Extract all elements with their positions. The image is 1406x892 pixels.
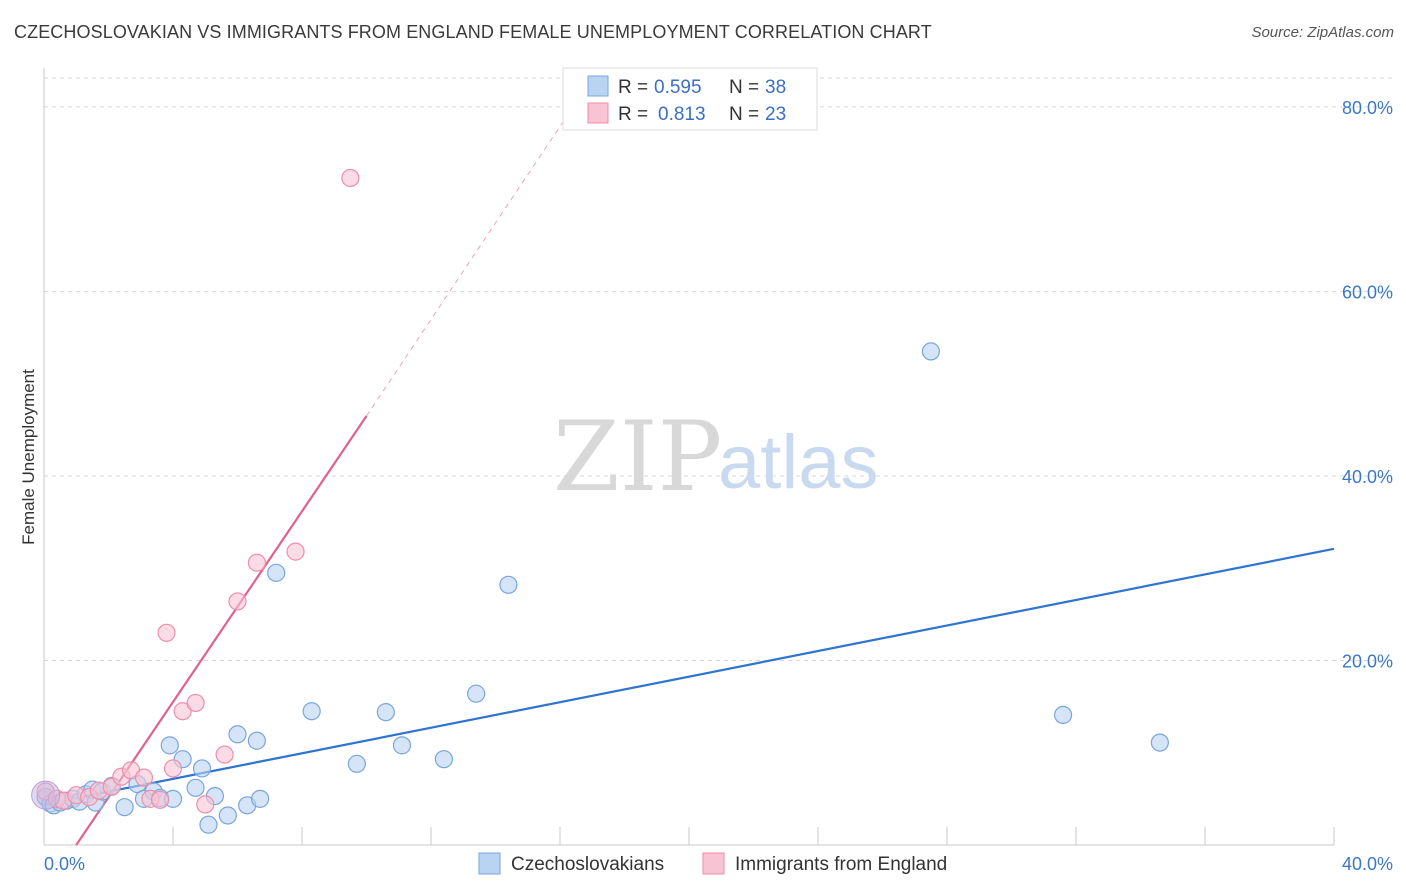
point-immigrants-england	[173, 702, 192, 721]
legend-swatch-pink	[587, 102, 609, 124]
point-czechoslovakians	[218, 806, 237, 825]
watermark: ZIP atlas	[553, 401, 879, 513]
legend-n-label-1: N =	[729, 77, 759, 98]
legend-n-value-2: 23	[765, 104, 786, 125]
axes	[43, 68, 1334, 846]
point-czechoslovakians	[267, 563, 286, 582]
point-immigrants-england	[186, 693, 205, 713]
point-immigrants-england	[151, 790, 170, 809]
legend-bottom-label-2: Immigrants from England	[735, 854, 947, 875]
point-czechoslovakians	[467, 684, 486, 703]
trend-line-czechoslovakians	[43, 547, 1335, 806]
point-czechoslovakians	[392, 736, 412, 755]
point-immigrants-england	[341, 168, 360, 188]
legend-r-label-2: R =	[618, 104, 648, 125]
point-czechoslovakians	[1053, 705, 1073, 725]
y-tick-label: 20.0%	[1342, 651, 1393, 671]
legend-n-label-2: N =	[729, 104, 759, 125]
chart-title: CZECHOSLOVAKIAN VS IMMIGRANTS FROM ENGLA…	[14, 22, 932, 42]
watermark-atlas: atlas	[718, 420, 879, 505]
legend-bottom: Czechoslovakians Immigrants from England	[478, 852, 947, 875]
y-tick-labels: 20.0% 40.0% 60.0% 80.0%	[1342, 98, 1393, 672]
legend-r-value-2: 0.813	[658, 104, 706, 125]
point-immigrants-england	[196, 795, 215, 814]
point-immigrants-england	[215, 745, 234, 764]
point-immigrants-england	[157, 623, 176, 642]
data-points	[31, 168, 1169, 834]
legend-top: R = 0.595 N = 38 R = 0.813 N = 23	[562, 67, 818, 131]
x-tick-labels: 0.0% 40.0%	[44, 854, 1393, 874]
point-czechoslovakians	[115, 798, 134, 817]
point-immigrants-england	[163, 759, 183, 778]
point-cluster-origin	[31, 780, 61, 810]
gridlines	[44, 77, 1392, 845]
x-tick-label-min: 0.0%	[44, 854, 85, 874]
legend-swatch-blue	[587, 75, 609, 97]
y-tick-label: 80.0%	[1342, 98, 1393, 118]
point-immigrants-england	[286, 542, 305, 561]
legend-n-value-1: 38	[765, 77, 786, 98]
point-czechoslovakians	[1150, 733, 1169, 752]
legend-bottom-swatch-pink	[702, 852, 725, 875]
point-czechoslovakians	[376, 703, 395, 722]
y-axis-label: Female Unemployment	[19, 369, 38, 545]
point-czechoslovakians	[247, 731, 266, 750]
watermark-zip: ZIP	[553, 401, 722, 513]
point-czechoslovakians	[160, 736, 179, 755]
point-immigrants-england	[228, 592, 247, 611]
point-czechoslovakians	[347, 754, 366, 773]
legend-bottom-swatch-blue	[478, 852, 501, 875]
point-czechoslovakians	[921, 342, 940, 361]
legend-bottom-label-1: Czechoslovakians	[511, 854, 664, 875]
point-czechoslovakians	[434, 750, 453, 769]
point-czechoslovakians	[499, 575, 518, 594]
point-immigrants-england	[247, 553, 266, 572]
point-immigrants-england	[134, 768, 154, 787]
source-label: Source: ZipAtlas.com	[1251, 24, 1394, 41]
point-czechoslovakians	[302, 702, 321, 721]
x-tick-label-max: 40.0%	[1342, 854, 1393, 874]
legend-r-value-1: 0.595	[654, 77, 702, 98]
point-czechoslovakians	[186, 778, 205, 797]
trend-line-immigrants-england-extension	[366, 102, 577, 417]
legend-r-label-1: R =	[618, 77, 648, 98]
point-czechoslovakians	[250, 789, 270, 808]
point-czechoslovakians	[228, 725, 247, 744]
y-tick-label: 40.0%	[1342, 467, 1393, 487]
point-czechoslovakians	[199, 815, 218, 834]
point-czechoslovakians	[192, 759, 212, 778]
y-tick-label: 60.0%	[1342, 282, 1393, 302]
